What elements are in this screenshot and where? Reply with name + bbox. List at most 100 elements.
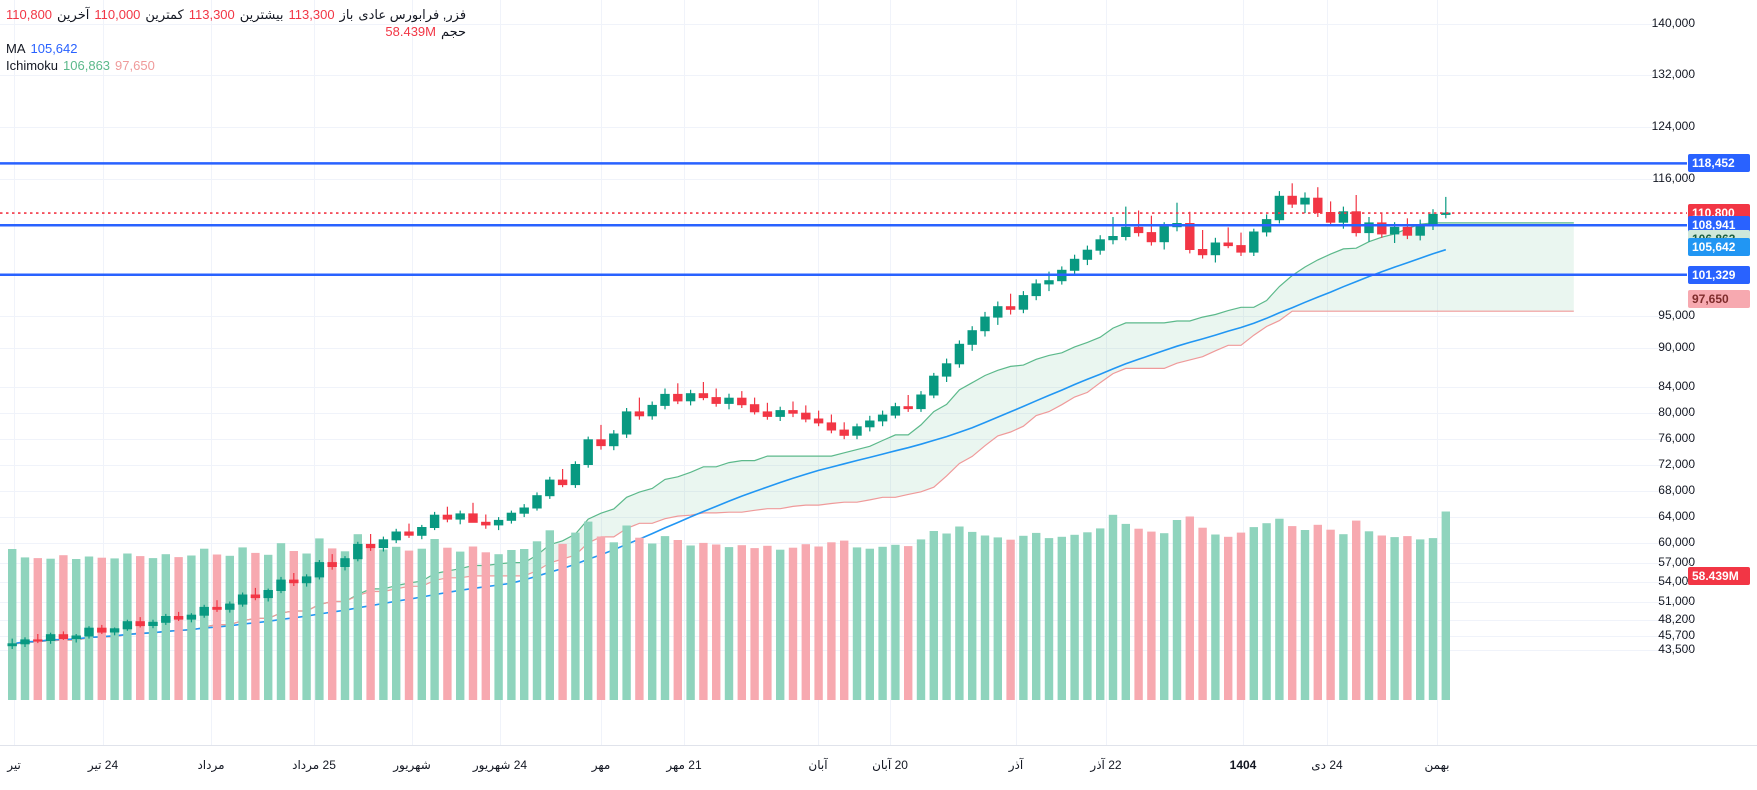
volume-bar bbox=[852, 547, 862, 700]
candle-body bbox=[1364, 222, 1374, 234]
price-axis-badge[interactable]: 105,642 bbox=[1688, 237, 1750, 256]
candle-body bbox=[1313, 197, 1323, 213]
candle-body bbox=[289, 579, 299, 584]
legend-ichimoku-row[interactable]: Ichimoku 106,863 97,650 bbox=[6, 57, 466, 74]
volume-bar bbox=[1403, 536, 1412, 700]
legend-volume-row[interactable]: حجم 58.439M bbox=[6, 23, 466, 40]
candle-body bbox=[916, 394, 926, 410]
volume-bar bbox=[1441, 511, 1450, 700]
candle-body bbox=[596, 439, 606, 447]
candle-body bbox=[1351, 211, 1361, 234]
candle-body bbox=[890, 406, 901, 416]
moving-average-line bbox=[12, 248, 1447, 645]
candle-body bbox=[1005, 306, 1016, 310]
candle-body bbox=[58, 634, 69, 640]
candle-body bbox=[609, 433, 619, 447]
price-axis-badge[interactable]: 97,650 bbox=[1688, 289, 1750, 308]
grid-line-vertical bbox=[500, 0, 501, 745]
price-axis-tick-mark bbox=[1687, 348, 1691, 350]
volume-bar bbox=[1326, 529, 1335, 700]
legend-ichimoku-label: Ichimoku bbox=[6, 58, 59, 73]
grid-line-vertical bbox=[818, 0, 819, 745]
candle-body bbox=[250, 594, 261, 599]
volume-bar bbox=[33, 558, 42, 700]
price-axis-badge[interactable]: 118,452 bbox=[1688, 154, 1750, 173]
price-axis-badge[interactable]: 58.439M bbox=[1688, 567, 1750, 585]
candle-body bbox=[1389, 226, 1400, 235]
candle-body bbox=[199, 606, 209, 616]
volume-bar bbox=[571, 532, 580, 700]
legend-symbol[interactable]: فزر, فرابورس عادی bbox=[358, 7, 467, 22]
time-axis-tick-label: 24 تیر bbox=[87, 758, 119, 772]
volume-bar bbox=[353, 534, 362, 700]
candle-body bbox=[993, 306, 1003, 318]
volume-bar bbox=[532, 541, 542, 700]
volume-bar bbox=[1339, 534, 1348, 700]
ichimoku-span-b bbox=[12, 310, 1574, 645]
volume-bar bbox=[392, 546, 401, 700]
time-axis-tick-label: شهریور bbox=[393, 758, 431, 772]
legend-ichimoku-span-b-value: 97,650 bbox=[115, 58, 155, 73]
price-axis-tick-mark bbox=[1687, 562, 1691, 564]
candle-body bbox=[788, 410, 798, 414]
candle-body bbox=[186, 614, 197, 620]
volume-bar bbox=[1121, 523, 1130, 700]
volume-bar bbox=[187, 555, 196, 700]
candle-body bbox=[865, 420, 875, 428]
grid-line bbox=[0, 23, 1687, 25]
time-axis-tick-label: مهر bbox=[591, 758, 611, 772]
volume-bar bbox=[1134, 528, 1143, 700]
volume-bar bbox=[891, 544, 900, 700]
volume-bar bbox=[904, 546, 913, 700]
candle-body bbox=[685, 393, 696, 402]
volume-bar bbox=[468, 546, 478, 700]
volume-bar bbox=[59, 555, 68, 700]
candle-body bbox=[1441, 212, 1451, 215]
candle-body bbox=[237, 594, 248, 605]
candle-body bbox=[877, 414, 888, 422]
candle-body bbox=[173, 616, 184, 620]
chart-plot-area[interactable] bbox=[0, 0, 1687, 745]
price-axis-badge[interactable]: 101,329 bbox=[1688, 265, 1750, 284]
volume-bar bbox=[289, 551, 298, 700]
legend-ma-row[interactable]: MA 105,642 bbox=[6, 40, 466, 57]
candle-body bbox=[954, 343, 965, 365]
candle-body bbox=[1121, 226, 1131, 237]
candle-body bbox=[1133, 226, 1144, 234]
candle-body bbox=[749, 404, 760, 413]
volume-bar bbox=[1262, 523, 1271, 700]
candle-body bbox=[45, 634, 56, 642]
candle-body bbox=[365, 543, 376, 549]
time-axis-tick-label: 20 آبان bbox=[872, 758, 908, 772]
candle-body bbox=[903, 406, 913, 410]
volume-bar bbox=[1096, 528, 1105, 700]
price-axis-tick-label: 132,000 bbox=[1651, 67, 1695, 82]
volume-bar bbox=[1185, 516, 1194, 700]
time-axis[interactable]: تیر 24 تیر مرداد 25 مرداد شهریور 24 شهریور مهر… bbox=[0, 745, 1757, 790]
grid-line-vertical bbox=[314, 0, 315, 745]
candle-body bbox=[762, 411, 773, 417]
legend-volume-value: 58.439M bbox=[385, 24, 436, 39]
volume-bar bbox=[1236, 532, 1246, 700]
ichimoku-cloud bbox=[12, 222, 1574, 644]
price-axis-tick-label: 54,000 bbox=[1658, 574, 1695, 589]
price-axis-tick-label: 140,000 bbox=[1651, 15, 1695, 30]
time-axis-tick-label: 24 شهریور bbox=[472, 758, 528, 772]
candle-body bbox=[647, 404, 657, 417]
price-axis-tick-mark bbox=[1687, 543, 1691, 545]
candle-body bbox=[813, 418, 824, 424]
price-axis-tick-mark bbox=[1687, 127, 1691, 129]
volume-bar bbox=[328, 548, 337, 700]
legend-ohlc-row[interactable]: فزر, فرابورس عادی باز 113,300 بیشترین 11… bbox=[6, 6, 466, 23]
volume-bar bbox=[1249, 527, 1258, 700]
price-axis[interactable]: 140,000 132,000 124,000 116,000 95,000 90,000… bbox=[1652, 0, 1757, 745]
grid-line-vertical bbox=[684, 0, 685, 745]
volume-bar bbox=[968, 531, 977, 700]
volume-bar bbox=[584, 521, 593, 700]
candle-body bbox=[1185, 223, 1195, 250]
candle-body bbox=[148, 621, 158, 626]
candle-body bbox=[353, 543, 363, 560]
volume-bar bbox=[174, 557, 183, 700]
candle-body bbox=[263, 590, 273, 599]
grid-line bbox=[0, 439, 1687, 441]
